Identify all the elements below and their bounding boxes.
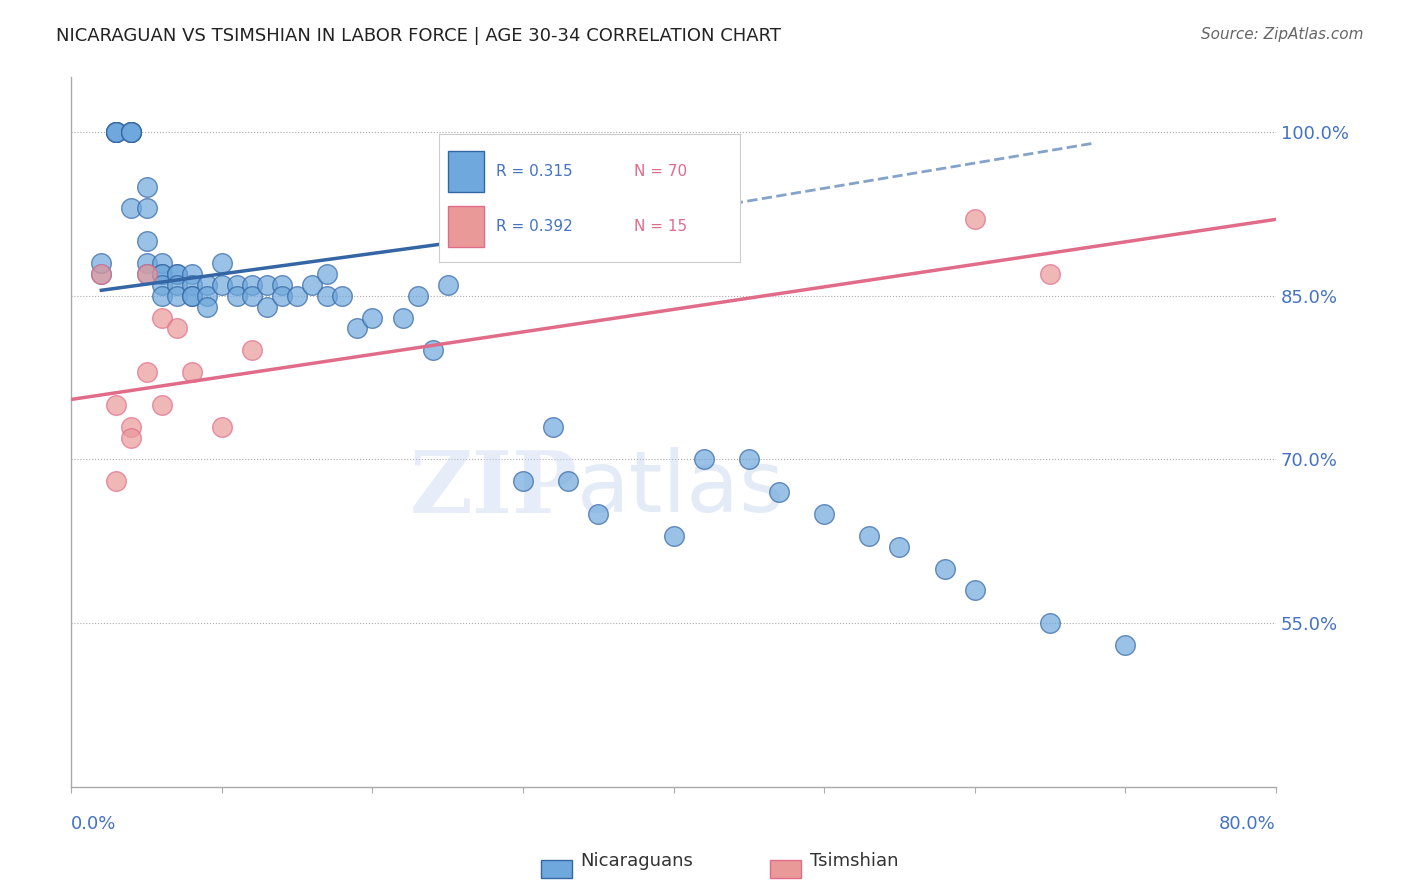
Point [195, 300, 218, 314]
Point [166, 267, 188, 281]
Point [135, 202, 157, 216]
Point [330, 289, 353, 303]
Point [135, 179, 157, 194]
Point [121, 125, 143, 139]
Point [240, 289, 263, 303]
Point [934, 561, 956, 575]
Point [195, 277, 218, 292]
Point [121, 125, 143, 139]
Point [240, 343, 263, 358]
Text: Nicaraguans: Nicaraguans [581, 852, 693, 870]
Point [963, 212, 986, 227]
Point [180, 289, 202, 303]
Point [256, 277, 278, 292]
Point [166, 321, 188, 335]
Point [180, 277, 202, 292]
Point [316, 267, 339, 281]
Text: Source: ZipAtlas.com: Source: ZipAtlas.com [1201, 27, 1364, 42]
Point [436, 277, 458, 292]
Point [557, 475, 579, 489]
Point [1114, 638, 1136, 652]
Point [422, 343, 444, 358]
Point [90, 256, 112, 270]
Point [121, 125, 143, 139]
Point [180, 365, 202, 379]
Point [813, 507, 835, 521]
Point [121, 202, 143, 216]
Point [135, 256, 157, 270]
Point [150, 289, 173, 303]
Point [135, 365, 157, 379]
Point [121, 419, 143, 434]
Point [105, 125, 128, 139]
Text: Tsimshian: Tsimshian [810, 852, 898, 870]
Point [285, 289, 308, 303]
Point [588, 507, 610, 521]
Point [693, 452, 716, 467]
Point [512, 475, 534, 489]
Point [166, 267, 188, 281]
Point [889, 540, 911, 554]
Point [135, 267, 157, 281]
Point [150, 267, 173, 281]
Point [105, 125, 128, 139]
Point [225, 277, 247, 292]
Text: NICARAGUAN VS TSIMSHIAN IN LABOR FORCE | AGE 30-34 CORRELATION CHART: NICARAGUAN VS TSIMSHIAN IN LABOR FORCE |… [56, 27, 782, 45]
Point [121, 125, 143, 139]
Text: ZIP: ZIP [409, 447, 578, 531]
Point [105, 125, 128, 139]
Point [858, 529, 880, 543]
Point [105, 125, 128, 139]
Point [150, 277, 173, 292]
Point [738, 452, 761, 467]
Point [316, 289, 339, 303]
Point [271, 289, 294, 303]
Point [662, 529, 685, 543]
Point [211, 419, 233, 434]
Point [180, 289, 202, 303]
Point [166, 289, 188, 303]
Point [150, 310, 173, 325]
Point [391, 310, 413, 325]
Point [211, 256, 233, 270]
Point [256, 300, 278, 314]
Point [121, 125, 143, 139]
Point [90, 267, 112, 281]
Point [121, 431, 143, 445]
Point [135, 234, 157, 248]
Point [406, 289, 429, 303]
Point [180, 267, 202, 281]
Point [1039, 267, 1062, 281]
Text: 0.0%: 0.0% [72, 815, 117, 833]
Point [150, 256, 173, 270]
Point [105, 475, 128, 489]
Point [135, 267, 157, 281]
Point [195, 289, 218, 303]
Point [225, 289, 247, 303]
Point [150, 267, 173, 281]
Point [211, 277, 233, 292]
Point [105, 125, 128, 139]
Point [271, 277, 294, 292]
Point [150, 398, 173, 412]
Point [105, 398, 128, 412]
Point [301, 277, 323, 292]
Point [768, 485, 790, 500]
Point [240, 277, 263, 292]
Text: 80.0%: 80.0% [1219, 815, 1277, 833]
Point [346, 321, 368, 335]
Point [166, 277, 188, 292]
Point [963, 583, 986, 598]
Point [541, 419, 564, 434]
Text: atlas: atlas [578, 448, 785, 531]
Point [361, 310, 384, 325]
Point [1039, 616, 1062, 631]
Point [90, 267, 112, 281]
